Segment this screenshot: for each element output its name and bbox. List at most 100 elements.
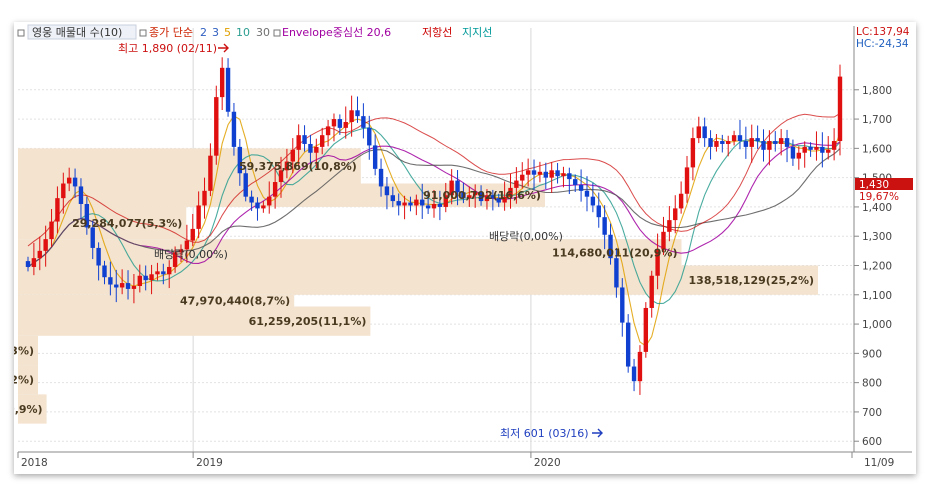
candle-body [567, 173, 572, 180]
candle-body [584, 190, 590, 197]
candle-body [743, 141, 749, 147]
candle-body [37, 250, 42, 259]
candle-body [61, 183, 66, 199]
candle-body [184, 240, 190, 250]
candle-body [549, 170, 554, 178]
candle-body [449, 180, 454, 196]
candle-body [714, 141, 719, 147]
candle-body [414, 199, 419, 206]
candle-body [202, 190, 207, 206]
candle-body [778, 138, 784, 144]
candle-body [431, 204, 437, 209]
y-tick-label: 1,700 [862, 114, 892, 126]
candle-body [208, 155, 213, 191]
candle-body [543, 171, 548, 178]
volume-profile-label: 59,375,869(10,8%) [239, 160, 357, 173]
legend-support[interactable]: 지지선 [462, 26, 492, 39]
lc-value: LC:137,94 [856, 26, 910, 38]
candle-body [484, 195, 490, 202]
candle-body [520, 174, 525, 181]
legend-resistance[interactable]: 저항선 [422, 26, 452, 39]
candle-body [737, 135, 743, 142]
candle-body [820, 146, 825, 153]
x-tick-label: 11/09 [864, 457, 894, 469]
candle-body [296, 135, 301, 150]
candle-body [284, 161, 290, 171]
candle-body [437, 204, 443, 207]
y-tick-label: 1,200 [862, 261, 892, 273]
candle-body [214, 97, 219, 156]
candle-body [167, 266, 172, 275]
candle-body [808, 146, 813, 150]
candle-body [25, 261, 31, 267]
high-arrow-icon [218, 43, 229, 53]
candle-body [755, 138, 760, 142]
candle-body [531, 170, 537, 175]
candle-body [178, 249, 184, 253]
legend-period-2[interactable]: 2 [200, 26, 207, 39]
candle-body [149, 274, 154, 281]
candle-body [43, 239, 48, 251]
candle-body [161, 271, 166, 275]
candle-body [773, 141, 778, 144]
volume-profile-label: 47,970,440(8,7%) [180, 295, 290, 308]
candle-body [84, 204, 90, 228]
candle-body [114, 284, 119, 288]
candle-body [590, 196, 596, 206]
y-tick-label: 1,000 [862, 319, 892, 331]
candle-body [826, 149, 831, 153]
candle-body [349, 110, 354, 122]
candle-body [137, 275, 142, 286]
legend-period-3[interactable]: 3 [212, 26, 219, 39]
candle-body [49, 221, 54, 240]
candle-body [684, 167, 690, 194]
legend-envelope[interactable]: Envelope중심선 20,6 [282, 26, 391, 39]
y-tick-label: 1,600 [862, 143, 892, 155]
candle-body [331, 119, 337, 127]
candle-body [643, 307, 649, 352]
candle-body [761, 141, 766, 150]
candle-body [637, 351, 643, 382]
volume-profile-bar [18, 306, 371, 336]
candle-body [378, 168, 384, 187]
candle-body [467, 195, 472, 199]
candle-body [355, 110, 360, 117]
stock-chart[interactable]: 59,375,869(10,8%) 91,000,792(16,6%) 29,284… [0, 22, 916, 474]
candle-body [314, 146, 319, 153]
volume-profile-bar [18, 335, 38, 366]
candle-body [814, 146, 819, 150]
candle-body [561, 173, 566, 177]
candle-body [325, 126, 331, 136]
candle-body [367, 127, 372, 146]
y-tick-label: 900 [862, 348, 882, 360]
dividend-annotation-1: 배당락(0,00%) [154, 248, 228, 261]
candle-body [796, 152, 802, 159]
legend-title[interactable]: 영웅 매물대 수(10) [32, 26, 122, 39]
candle-body [72, 177, 78, 187]
candle-body [667, 220, 672, 232]
candle-body [720, 141, 725, 144]
candle-body [90, 227, 95, 248]
candle-body [155, 271, 160, 275]
legend-period-10[interactable]: 10 [236, 26, 250, 39]
candle-body [225, 67, 231, 112]
candle-body [343, 122, 348, 128]
candle-body [573, 179, 578, 185]
y-tick-label: 1,400 [862, 202, 892, 214]
legend-period-5[interactable]: 5 [224, 26, 231, 39]
candle-body [831, 141, 837, 150]
candle-body [31, 258, 37, 267]
candle-body [267, 196, 272, 206]
candle-body [655, 249, 660, 276]
candle-body [767, 141, 772, 150]
candle-body [696, 126, 701, 139]
candle-body [790, 146, 796, 159]
legend-period-30[interactable]: 30 [256, 26, 270, 39]
resistance-line [27, 112, 841, 247]
legend-ma-label[interactable]: 종가 단순 [149, 26, 193, 39]
candle-body [578, 184, 584, 191]
candle-body [320, 135, 325, 147]
candle-body [749, 138, 754, 147]
volume-profile-label: 61,259,205(11,1%) [249, 315, 367, 328]
candle-body [443, 195, 448, 207]
